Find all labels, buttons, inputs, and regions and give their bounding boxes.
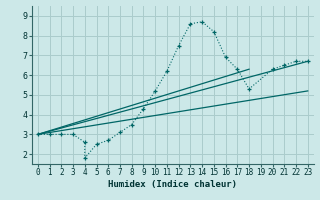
X-axis label: Humidex (Indice chaleur): Humidex (Indice chaleur) bbox=[108, 180, 237, 189]
